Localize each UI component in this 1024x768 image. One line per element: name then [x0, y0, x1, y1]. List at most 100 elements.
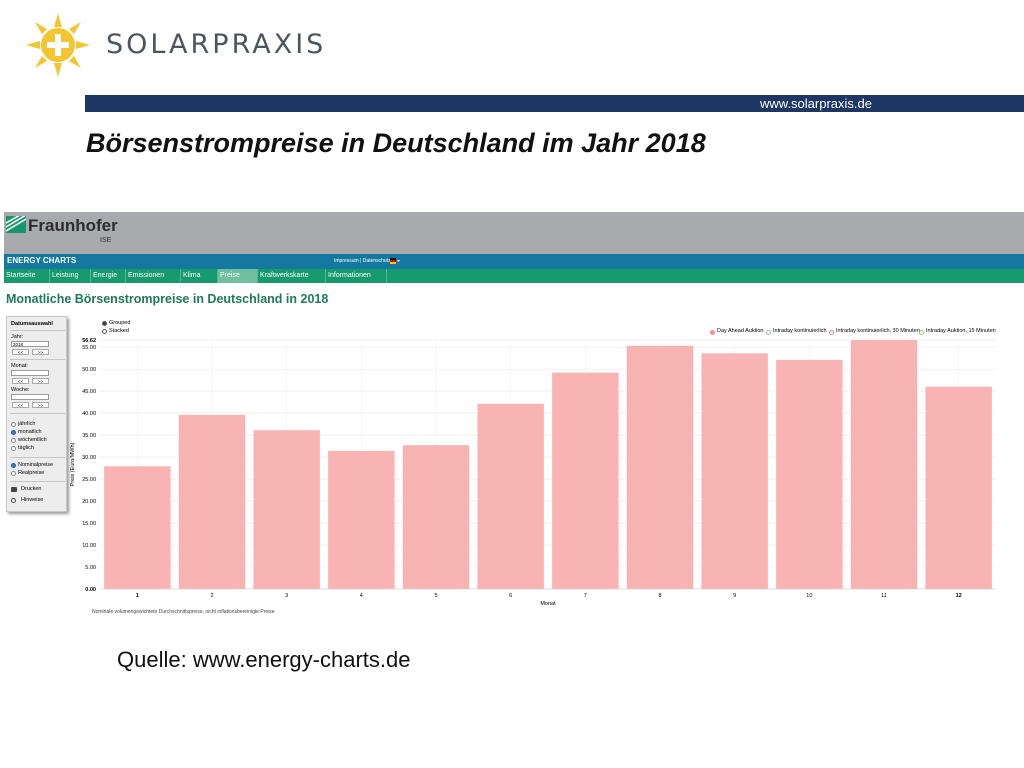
x-tick-label: 1 — [136, 593, 139, 599]
legend-dot — [919, 330, 924, 335]
nav-item-klima[interactable]: Klima — [181, 269, 218, 283]
price-type-option-radio[interactable] — [11, 471, 16, 476]
interval-option-label: jährlich — [18, 421, 36, 427]
grouped-radio[interactable] — [102, 321, 107, 326]
interval-option-radio[interactable] — [11, 430, 16, 435]
app-title: ENERGY CHARTS — [7, 256, 77, 265]
interval-option-label: täglich — [18, 445, 34, 451]
year-label: Jahr: — [11, 334, 24, 340]
x-tick-label: 9 — [733, 593, 736, 599]
bar-month-12 — [925, 386, 992, 589]
bar-month-1 — [104, 466, 171, 589]
month-label: Monat: — [11, 363, 28, 369]
bar-month-10 — [776, 359, 843, 589]
fraunhofer-name: Fraunhofer — [28, 216, 118, 235]
y-tick-label: 45.00 — [82, 389, 96, 395]
interval-option-radio[interactable] — [11, 422, 16, 427]
legend-label: Intraday Auktion, 15 Minuten — [926, 328, 996, 334]
top-links[interactable]: Impressum | Datenschutz — [334, 258, 391, 264]
bar-month-7 — [552, 372, 619, 589]
legend-label: Intraday kontinuierlich, 30 Minuten — [836, 328, 920, 334]
bar-month-4 — [328, 450, 395, 589]
panel-title: Datumsauswahl — [11, 321, 53, 327]
bar-month-2 — [178, 414, 246, 589]
nav-item-leistung[interactable]: Leistung — [50, 269, 91, 283]
legend-label: Intraday kontinuierlich — [773, 328, 827, 334]
y-tick-label: 55.00 — [82, 345, 96, 351]
legend-label: Day Ahead Auktion — [717, 328, 764, 334]
week-next-button[interactable]: >> — [32, 402, 49, 408]
solarpraxis-logo: SOLARPRAXIS — [26, 13, 323, 77]
x-tick-label: 11 — [881, 593, 887, 599]
stacked-radio[interactable] — [102, 329, 107, 334]
week-select[interactable] — [11, 394, 49, 400]
year-select[interactable]: 2018 — [11, 341, 49, 347]
month-select[interactable] — [11, 370, 49, 376]
fraunhofer-logo-icon — [6, 216, 26, 233]
week-label: Woche: — [11, 387, 30, 393]
x-tick-label: 10 — [806, 593, 812, 599]
nav-item-preise[interactable]: Preise — [218, 269, 258, 283]
week-prev-button[interactable]: << — [12, 402, 29, 408]
stacked-label: Stacked — [109, 328, 129, 334]
fraunhofer-sub: ISE — [100, 237, 112, 244]
source-note: Quelle: www.energy-charts.de — [117, 647, 411, 672]
y-tick-label: 25.00 — [82, 477, 96, 483]
main-nav: Startseite Leistung Energie Emissionen Klima… — [4, 269, 1024, 283]
page-heading: Monatliche Börsenstrompreise in Deutschl… — [6, 292, 329, 306]
bar-month-6 — [477, 403, 544, 589]
divider — [10, 330, 65, 331]
y-tick-label: 35.00 — [82, 433, 96, 439]
nav-item-informationen[interactable]: Informationen — [326, 269, 387, 283]
bar-month-11 — [850, 340, 918, 589]
bar-month-9 — [701, 353, 768, 589]
month-next-button[interactable]: >> — [32, 378, 49, 384]
print-icon — [11, 487, 17, 492]
x-tick-label: 7 — [584, 593, 587, 599]
bar-month-8 — [626, 345, 694, 589]
price-type-option-radio[interactable] — [11, 463, 16, 468]
year-value: 2018 — [13, 342, 24, 347]
price-bar-chart: 0.00 5.00 10.00 15.00 20.00 25.00 30.00 35.00 40… — [70, 338, 996, 607]
grouped-label: Grouped — [109, 320, 131, 326]
y-tick-label: 0.00 — [85, 587, 96, 593]
language-flag-icon[interactable] — [390, 258, 400, 265]
year-next-button[interactable]: >> — [32, 349, 49, 355]
interval-option-radio[interactable] — [11, 438, 16, 443]
nav-item-energie[interactable]: Energie — [91, 269, 126, 283]
interval-option-label: wöchentlich — [18, 437, 47, 443]
nav-item-startseite[interactable]: Startseite — [4, 269, 50, 283]
header-banner: www.solarpraxis.de — [85, 95, 1024, 112]
banner-url[interactable]: www.solarpraxis.de — [760, 96, 872, 111]
y-tick-label: 30.00 — [82, 455, 96, 461]
interval-option-label: monatlich — [18, 429, 42, 435]
print-link[interactable]: Drucken — [21, 486, 42, 492]
hints-link[interactable]: Hinweise — [21, 497, 44, 503]
x-tick-label: 3 — [285, 593, 288, 599]
nav-item-emissionen[interactable]: Emissionen — [126, 269, 181, 283]
x-tick-label: 8 — [658, 593, 661, 599]
info-icon — [11, 498, 16, 503]
x-axis-title: Monat — [540, 601, 556, 607]
energy-charts-bar: ENERGY CHARTS Impressum | Datenschutz — [4, 254, 1024, 269]
slide-title: Börsenstrompreise in Deutschland im Jahr… — [86, 128, 706, 158]
x-tick-label: 2 — [210, 593, 213, 599]
x-tick-label: 6 — [509, 593, 512, 599]
y-tick-label: 15.00 — [82, 521, 96, 527]
date-selection-panel: Datumsauswahl Jahr: 2018 << >> Monat: <<… — [6, 316, 67, 512]
year-prev-button[interactable]: << — [12, 349, 29, 355]
month-prev-button[interactable]: << — [12, 378, 29, 384]
bar-month-3 — [253, 430, 320, 589]
nav-item-kraftwerkskarte[interactable]: Kraftwerkskarte — [258, 269, 326, 283]
x-tick-label: 4 — [360, 593, 363, 599]
x-tick-label: 5 — [434, 593, 437, 599]
y-tick-label: 20.00 — [82, 499, 96, 505]
energy-charts-screenshot: Fraunhofer ISE ENERGY CHARTS Impressum |… — [4, 212, 1024, 615]
divider — [10, 413, 65, 414]
price-type-option-label: Realpreise — [18, 470, 45, 476]
sun-icon — [26, 13, 90, 77]
legend-dot — [766, 330, 771, 335]
price-type-option-label: Nominalpreise — [18, 462, 54, 468]
interval-option-radio[interactable] — [11, 446, 16, 451]
y-tick-label: 50.00 — [82, 367, 96, 373]
